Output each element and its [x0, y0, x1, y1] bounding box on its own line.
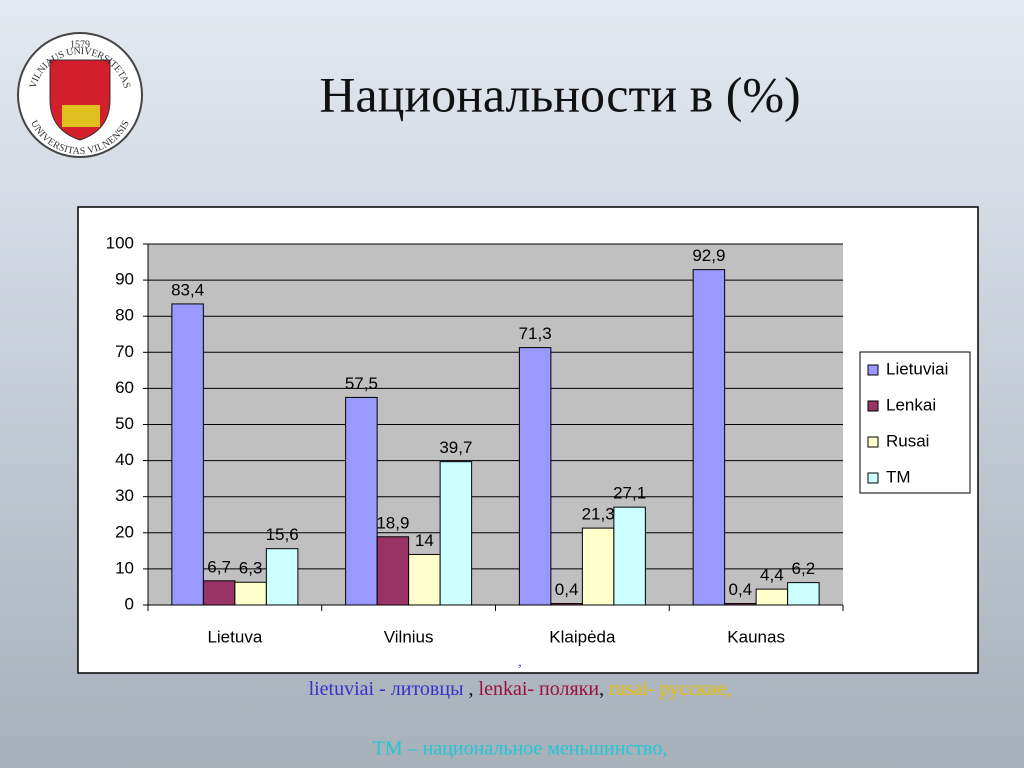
legend-swatch	[867, 400, 879, 412]
value-label: 6,3	[239, 559, 263, 578]
legend-label: Lenkai	[886, 395, 936, 414]
caption-lt: lietuviai - литовцы	[309, 678, 464, 700]
y-tick-label: 80	[115, 306, 134, 325]
value-label: 14	[415, 531, 434, 550]
y-tick-label: 10	[115, 558, 134, 577]
legend-label: Rusai	[886, 431, 929, 450]
x-tick-label: Klaipėda	[549, 627, 616, 646]
value-label: 4,4	[760, 566, 784, 585]
y-tick-label: 0	[125, 594, 134, 613]
logo-year: 1579	[70, 39, 90, 50]
caption-sep: ,	[599, 678, 609, 700]
y-tick-label: 100	[106, 233, 134, 252]
value-label: 0,4	[555, 580, 579, 599]
x-tick-label: Lietuva	[207, 627, 262, 646]
y-tick-label: 90	[115, 270, 134, 289]
value-label: 18,9	[376, 513, 409, 532]
y-tick-label: 60	[115, 378, 134, 397]
y-tick-label: 40	[115, 450, 134, 469]
y-tick-label: 20	[115, 522, 134, 541]
caption-pl: lenkai- поляки	[479, 678, 600, 700]
bar	[613, 506, 646, 606]
legend-swatch	[867, 436, 879, 448]
value-label: 57,5	[345, 374, 378, 393]
legend-label: Lietuviai	[886, 359, 948, 378]
caption-sep: ,	[464, 678, 479, 700]
bar	[376, 536, 410, 606]
legend-swatch	[867, 472, 879, 484]
bar	[787, 582, 820, 606]
slide-title: Национальности в (%)	[319, 66, 800, 122]
bar	[234, 581, 267, 606]
bar	[171, 303, 204, 606]
bar	[755, 588, 789, 606]
value-label: 83,4	[171, 280, 204, 299]
value-label: 6,7	[207, 557, 231, 576]
bar	[581, 527, 615, 606]
bar	[692, 269, 726, 606]
legend-swatch	[867, 364, 879, 376]
value-label: 39,7	[439, 438, 472, 457]
value-label: 15,6	[266, 525, 299, 544]
bar	[408, 553, 441, 606]
x-tick-label: Kaunas	[727, 627, 785, 646]
caption-comma: ,	[518, 655, 522, 670]
value-label: 6,2	[792, 559, 816, 578]
value-label: 27,1	[613, 484, 646, 503]
bar	[202, 580, 236, 606]
y-tick-label: 50	[115, 414, 134, 433]
bar	[439, 461, 473, 606]
value-label: 92,9	[692, 246, 725, 265]
legend-label: TM	[886, 467, 911, 486]
bar	[518, 347, 552, 606]
y-tick-label: 70	[115, 342, 134, 361]
value-label: 21,3	[582, 505, 615, 524]
value-label: 0,4	[729, 580, 753, 599]
caption-line2: TM – национальное меньшинство,	[373, 738, 668, 760]
logo-book	[62, 105, 100, 127]
caption-ru: rusai- русские,	[609, 678, 731, 700]
bar	[265, 548, 299, 606]
caption-line1: lietuviai - литовцы , lenkai- поляки, ru…	[309, 678, 732, 700]
x-tick-label: Vilnius	[384, 627, 434, 646]
logo: VILNIAUS UNIVERSITETAS 1579 UNIVERSITAS …	[17, 32, 143, 158]
value-label: 71,3	[519, 324, 552, 343]
bar	[345, 396, 378, 606]
y-tick-label: 30	[115, 486, 134, 505]
